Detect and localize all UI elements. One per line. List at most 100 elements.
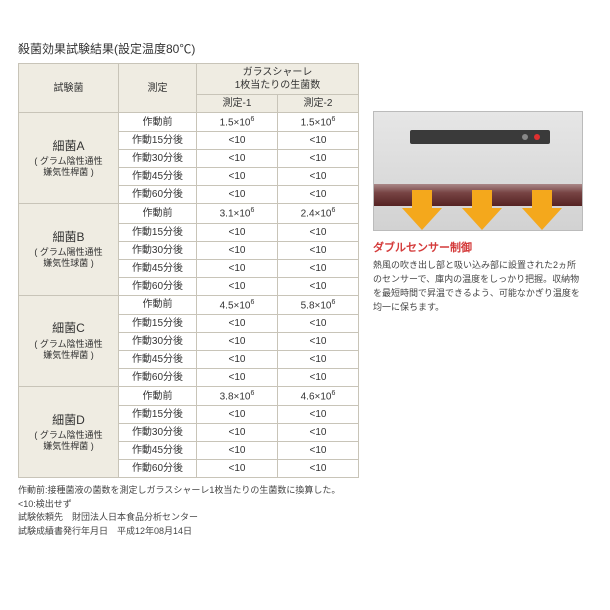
measurement-label: 作動15分後 (119, 223, 197, 241)
bacteria-sub: グラム陰性通性 嫌気性桿菌 (22, 339, 115, 361)
value-m2: <10 (278, 168, 359, 186)
bacteria-name: 細菌C (22, 321, 115, 337)
value-m1: 4.5×106 (197, 295, 278, 314)
bacteria-name: 細菌B (22, 230, 115, 246)
side-text: 熱風の吹き出し部と吸い込み部に設置された2ヵ所のセンサーで、庫内の温度をしっかり… (373, 259, 583, 315)
value-m1: <10 (197, 150, 278, 168)
value-m2: <10 (278, 277, 359, 295)
measurement-label: 作動30分後 (119, 424, 197, 442)
value-m2: <10 (278, 424, 359, 442)
bacteria-name: 細菌D (22, 413, 115, 429)
value-m2: <10 (278, 314, 359, 332)
measurement-label: 作動30分後 (119, 150, 197, 168)
value-m2: <10 (278, 368, 359, 386)
footnote-line: 試験成績書発行年月日 平成12年08月14日 (18, 525, 359, 539)
side-panel: ダブルセンサー制御 熱風の吹き出し部と吸い込み部に設置された2ヵ所のセンサーで、… (373, 63, 583, 315)
value-m1: <10 (197, 277, 278, 295)
results-table: 試験菌測定ガラスシャーレ 1枚当たりの生菌数測定-1測定-2 細菌Aグラム陰性通… (18, 63, 359, 478)
bacteria-sub: グラム陽性通性 嫌気性球菌 (22, 247, 115, 269)
measurement-label: 作動15分後 (119, 132, 197, 150)
table-row: 細菌Cグラム陰性通性 嫌気性桿菌作動前4.5×1065.8×106 (19, 295, 359, 314)
measurement-label: 作動60分後 (119, 277, 197, 295)
bacteria-name: 細菌A (22, 139, 115, 155)
measurement-label: 作動15分後 (119, 406, 197, 424)
value-m1: <10 (197, 350, 278, 368)
value-m1: <10 (197, 259, 278, 277)
table-row: 細菌Bグラム陽性通性 嫌気性球菌作動前3.1×1062.4×106 (19, 204, 359, 223)
bacteria-cell: 細菌Aグラム陰性通性 嫌気性桿菌 (19, 113, 119, 204)
value-m1: 3.1×106 (197, 204, 278, 223)
value-m1: <10 (197, 241, 278, 259)
value-m1: <10 (197, 424, 278, 442)
content-layout: 試験菌測定ガラスシャーレ 1枚当たりの生菌数測定-1測定-2 細菌Aグラム陰性通… (18, 63, 600, 538)
measurement-label: 作動前 (119, 386, 197, 405)
value-m1: <10 (197, 314, 278, 332)
bacteria-sub: グラム陰性通性 嫌気性桿菌 (22, 156, 115, 178)
value-m2: <10 (278, 406, 359, 424)
value-m2: 1.5×106 (278, 113, 359, 132)
value-m1: <10 (197, 223, 278, 241)
arrow-icon (402, 208, 442, 230)
value-m1: <10 (197, 168, 278, 186)
measurement-label: 作動30分後 (119, 241, 197, 259)
th-m2: 測定-2 (278, 95, 359, 113)
footnote-line: 試験依頼先 財団法人日本食品分析センター (18, 511, 359, 525)
th-measurement: 測定 (119, 64, 197, 113)
th-dish: ガラスシャーレ 1枚当たりの生菌数 (197, 64, 359, 95)
table-wrap: 試験菌測定ガラスシャーレ 1枚当たりの生菌数測定-1測定-2 細菌Aグラム陰性通… (18, 63, 359, 538)
value-m1: <10 (197, 332, 278, 350)
value-m1: <10 (197, 368, 278, 386)
table-row: 細菌Dグラム陰性通性 嫌気性桿菌作動前3.8×1064.6×106 (19, 386, 359, 405)
control-panel (410, 130, 550, 144)
value-m2: <10 (278, 350, 359, 368)
value-m2: <10 (278, 442, 359, 460)
value-m2: <10 (278, 186, 359, 204)
bacteria-sub: グラム陰性通性 嫌気性桿菌 (22, 430, 115, 452)
measurement-label: 作動60分後 (119, 460, 197, 478)
value-m1: <10 (197, 442, 278, 460)
bacteria-cell: 細菌Dグラム陰性通性 嫌気性桿菌 (19, 386, 119, 477)
value-m2: <10 (278, 223, 359, 241)
th-bacteria: 試験菌 (19, 64, 119, 113)
footnotes: 作動前:接種菌液の菌数を測定しガラスシャーレ1枚当たりの生菌数に換算した。<10… (18, 484, 359, 538)
value-m1: 3.8×106 (197, 386, 278, 405)
measurement-label: 作動30分後 (119, 332, 197, 350)
bacteria-cell: 細菌Bグラム陽性通性 嫌気性球菌 (19, 204, 119, 295)
measurement-label: 作動60分後 (119, 186, 197, 204)
measurement-label: 作動45分後 (119, 259, 197, 277)
table-head: 試験菌測定ガラスシャーレ 1枚当たりの生菌数測定-1測定-2 (19, 64, 359, 113)
footnote-line: 作動前:接種菌液の菌数を測定しガラスシャーレ1枚当たりの生菌数に換算した。 (18, 484, 359, 498)
measurement-label: 作動45分後 (119, 350, 197, 368)
arrow-icon (522, 208, 562, 230)
value-m2: <10 (278, 332, 359, 350)
page-title: 殺菌効果試験結果(設定温度80℃) (18, 40, 600, 57)
measurement-label: 作動60分後 (119, 368, 197, 386)
value-m2: <10 (278, 132, 359, 150)
bacteria-cell: 細菌C グラム陰性通性 嫌気性桿菌 (19, 295, 119, 386)
value-m2: <10 (278, 150, 359, 168)
measurement-label: 作動45分後 (119, 168, 197, 186)
value-m1: <10 (197, 460, 278, 478)
value-m2: <10 (278, 241, 359, 259)
value-m1: <10 (197, 132, 278, 150)
appliance-illustration (373, 111, 583, 231)
arrow-icon (462, 208, 502, 230)
value-m2: <10 (278, 259, 359, 277)
measurement-label: 作動前 (119, 204, 197, 223)
table-body: 細菌Aグラム陰性通性 嫌気性桿菌作動前1.5×1061.5×106作動15分後<… (19, 113, 359, 478)
value-m2: 5.8×106 (278, 295, 359, 314)
value-m2: 4.6×106 (278, 386, 359, 405)
measurement-label: 作動前 (119, 113, 197, 132)
value-m2: <10 (278, 460, 359, 478)
footnote-line: <10:検出せず (18, 498, 359, 512)
value-m1: <10 (197, 186, 278, 204)
measurement-label: 作動15分後 (119, 314, 197, 332)
measurement-label: 作動前 (119, 295, 197, 314)
measurement-label: 作動45分後 (119, 442, 197, 460)
value-m2: 2.4×106 (278, 204, 359, 223)
th-m1: 測定-1 (197, 95, 278, 113)
side-title: ダブルセンサー制御 (373, 239, 583, 255)
value-m1: 1.5×106 (197, 113, 278, 132)
table-row: 細菌Aグラム陰性通性 嫌気性桿菌作動前1.5×1061.5×106 (19, 113, 359, 132)
value-m1: <10 (197, 406, 278, 424)
